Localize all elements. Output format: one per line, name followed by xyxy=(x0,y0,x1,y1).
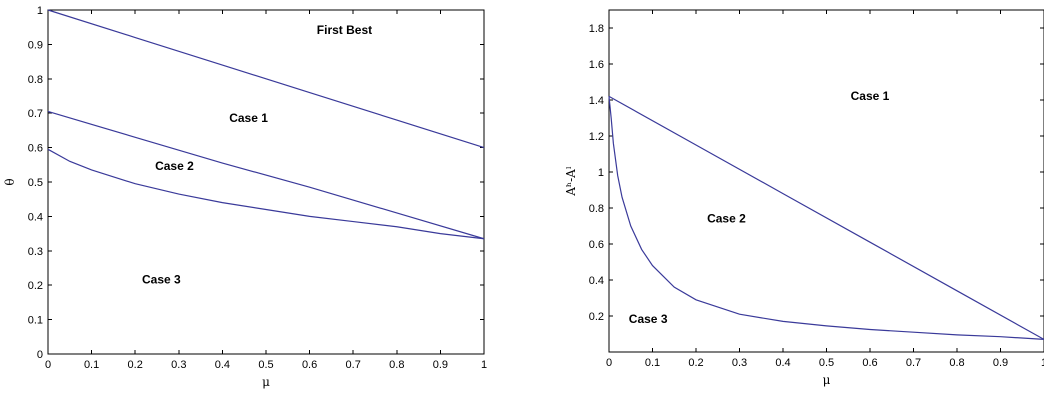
x-tick-label: 0.1 xyxy=(645,357,660,369)
axes-frame xyxy=(608,9,1044,353)
y-tick-label: 0.9 xyxy=(28,39,43,51)
x-tick-label: 0.4 xyxy=(775,357,790,369)
y-tick-label: 0 xyxy=(37,349,43,361)
y-axis-label: Aʰ-Aˡ xyxy=(564,166,578,197)
y-tick-label: 0.2 xyxy=(28,280,43,292)
y-tick-label: 1.6 xyxy=(589,59,604,71)
boundary-curve-2 xyxy=(608,96,1044,340)
axes-frame xyxy=(47,9,485,355)
y-tick-label: 1.4 xyxy=(589,95,604,107)
x-tick-label: 0 xyxy=(45,359,51,371)
x-tick-label: 0.6 xyxy=(862,357,877,369)
y-tick-label: 1 xyxy=(37,5,43,17)
x-tick-label: 0.8 xyxy=(949,357,964,369)
x-axis-label: μ xyxy=(262,375,270,389)
region-label: Case 3 xyxy=(142,272,181,286)
y-tick-label: 0.8 xyxy=(28,74,43,86)
x-tick-label: 1 xyxy=(1041,357,1044,369)
y-tick-label: 0.2 xyxy=(589,311,604,323)
x-axis-label: μ xyxy=(823,373,831,387)
x-tick-label: 0.5 xyxy=(819,357,834,369)
y-tick-label: 0.6 xyxy=(589,239,604,251)
region-label: First Best xyxy=(317,23,372,37)
y-tick-label: 1.8 xyxy=(589,23,604,35)
boundary-curve-1 xyxy=(47,9,485,149)
x-tick-label: 0.5 xyxy=(258,359,273,371)
region-label: Case 3 xyxy=(629,312,668,326)
y-tick-label: 1.2 xyxy=(589,131,604,143)
left-plot: 0 0.1 0.2 0.3 0.4 0.5 0.6 0.7 0.8 0.9 1 0 0.1 0.2 0.3 0… xyxy=(3,5,487,389)
x-tick-label: 0.9 xyxy=(993,357,1008,369)
x-tick-label: 0.9 xyxy=(433,359,448,371)
y-tick-label: 0.3 xyxy=(28,246,43,258)
x-tick-label: 0.4 xyxy=(215,359,230,371)
x-tick-label: 0.7 xyxy=(906,357,921,369)
x-tick-label: 0.3 xyxy=(171,359,186,371)
y-tick-label: 0.8 xyxy=(589,203,604,215)
right-plot: 0 0.1 0.2 0.3 0.4 0.5 0.6 0.7 0.8 0.9 1 0.2 0.4 0.6 0.… xyxy=(564,9,1044,387)
y-tick-label: 0.6 xyxy=(28,143,43,155)
region-label: Case 2 xyxy=(707,211,746,225)
y-tick-label: 0.5 xyxy=(28,177,43,189)
x-tick-label: 0.8 xyxy=(389,359,404,371)
x-tick-label: 0.7 xyxy=(346,359,361,371)
x-tick-label: 0 xyxy=(606,357,612,369)
y-tick-label: 0.4 xyxy=(589,275,604,287)
region-label: Case 1 xyxy=(851,89,890,103)
x-tick-label: 0.1 xyxy=(84,359,99,371)
y-tick-label: 0.1 xyxy=(28,315,43,327)
region-label: Case 1 xyxy=(229,111,268,125)
region-label: Case 2 xyxy=(155,159,194,173)
y-axis-label: θ xyxy=(3,178,17,185)
boundary-curve-2 xyxy=(47,110,485,240)
x-tick-label: 1 xyxy=(481,359,487,371)
y-tick-label: 1 xyxy=(598,167,604,179)
x-tick-label: 0.6 xyxy=(302,359,317,371)
x-tick-label: 0.2 xyxy=(688,357,703,369)
y-tick-label: 0.7 xyxy=(28,108,43,120)
x-tick-label: 0.2 xyxy=(128,359,143,371)
boundary-curve-1 xyxy=(608,95,1044,340)
x-tick-label: 0.3 xyxy=(732,357,747,369)
boundary-curve-3 xyxy=(47,148,485,240)
y-tick-label: 0.4 xyxy=(28,211,43,223)
